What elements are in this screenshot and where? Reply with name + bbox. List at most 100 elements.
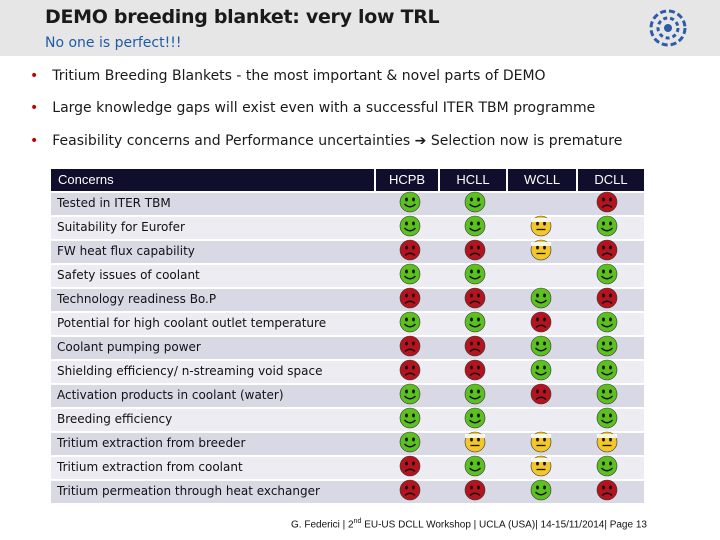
green-smiley-icon — [464, 191, 486, 213]
bullet-3: • Feasibility concerns and Performance un… — [30, 133, 622, 149]
red-smiley-icon — [464, 479, 486, 501]
concerns-label: Concerns — [58, 172, 114, 187]
green-smiley-icon — [596, 215, 618, 237]
table-row: Technology readiness Bo.P — [51, 289, 644, 312]
green-smiley-icon — [464, 455, 486, 477]
bullet-dot-icon: • — [30, 100, 39, 116]
red-smiley-icon — [596, 287, 618, 309]
slide-title: DEMO breeding blanket: very low TRL — [45, 6, 440, 28]
green-smiley-icon — [464, 263, 486, 285]
footer-prefix: G. Federici | 2 — [291, 519, 354, 531]
table-row: Tritium extraction from breeder — [51, 433, 644, 456]
footer-rest: EU-US DCLL Workshop | UCLA (USA)| 14-15/… — [361, 519, 647, 531]
red-smiley-icon — [596, 239, 618, 261]
logo-icon — [649, 9, 687, 47]
green-smiley-icon — [530, 479, 552, 501]
green-smiley-icon — [399, 263, 421, 285]
red-smiley-icon — [399, 287, 421, 309]
red-smiley-icon — [596, 479, 618, 501]
row-concern-label: Technology readiness Bo.P — [57, 292, 217, 306]
table-row: Potential for high coolant outlet temper… — [51, 313, 644, 336]
green-smiley-icon — [399, 431, 421, 453]
bullet-2-text: Large knowledge gaps will exist even wit… — [52, 100, 596, 116]
table-row: Tested in ITER TBM — [51, 193, 644, 216]
table-header-concerns: Concerns — [51, 169, 374, 191]
row-concern-label: Breeding efficiency — [57, 412, 173, 426]
table-row: Safety issues of coolant — [51, 265, 644, 288]
red-smiley-icon — [464, 359, 486, 381]
green-smiley-icon — [596, 335, 618, 357]
red-smiley-icon — [596, 191, 618, 213]
green-smiley-icon — [530, 359, 552, 381]
table-row: Suitability for Eurofer — [51, 217, 644, 240]
green-smiley-icon — [399, 383, 421, 405]
green-smiley-icon — [596, 407, 618, 429]
green-smiley-icon — [530, 287, 552, 309]
red-smiley-icon — [464, 287, 486, 309]
table-row: Breeding efficiency — [51, 409, 644, 432]
yellow-smiley-icon — [530, 431, 552, 453]
bullet-dot-icon: • — [30, 133, 39, 149]
green-smiley-icon — [464, 311, 486, 333]
green-smiley-icon — [399, 407, 421, 429]
green-smiley-icon — [530, 335, 552, 357]
row-concern-label: Tritium permeation through heat exchange… — [57, 484, 320, 498]
row-concern-label: Safety issues of coolant — [57, 268, 200, 282]
red-smiley-icon — [530, 311, 552, 333]
red-smiley-icon — [530, 383, 552, 405]
green-smiley-icon — [464, 383, 486, 405]
row-concern-label: Tested in ITER TBM — [57, 196, 171, 210]
green-smiley-icon — [596, 383, 618, 405]
yellow-smiley-icon — [530, 239, 552, 261]
row-concern-label: Tritium extraction from coolant — [57, 460, 243, 474]
yellow-smiley-icon — [530, 215, 552, 237]
green-smiley-icon — [399, 215, 421, 237]
table-row: Coolant pumping power — [51, 337, 644, 360]
red-smiley-icon — [399, 359, 421, 381]
green-smiley-icon — [399, 191, 421, 213]
row-concern-label: Activation products in coolant (water) — [57, 388, 284, 402]
row-concern-label: Shielding efficiency/ n-streaming void s… — [57, 364, 323, 378]
row-concern-label: FW heat flux capability — [57, 244, 195, 258]
green-smiley-icon — [596, 311, 618, 333]
row-concern-label: Tritium extraction from breeder — [57, 436, 246, 450]
column-hcll-label: HCLL — [456, 172, 490, 187]
bullet-3-text: Feasibility concerns and Performance unc… — [52, 133, 411, 149]
table-row: Tritium permeation through heat exchange… — [51, 481, 644, 504]
column-hcpb-label: HCPB — [388, 172, 426, 187]
table-header-hcpb: HCPB — [376, 169, 438, 191]
table-header-wcll: WCLL — [508, 169, 576, 191]
red-smiley-icon — [399, 239, 421, 261]
green-smiley-icon — [596, 455, 618, 477]
red-smiley-icon — [464, 335, 486, 357]
bullet-1: • Tritium Breeding Blankets - the most im… — [30, 68, 546, 84]
row-concern-label: Coolant pumping power — [57, 340, 201, 354]
column-wcll-label: WCLL — [523, 172, 561, 187]
table-row: FW heat flux capability — [51, 241, 644, 264]
green-smiley-icon — [464, 407, 486, 429]
yellow-smiley-icon — [464, 431, 486, 453]
row-concern-label: Suitability for Eurofer — [57, 220, 185, 234]
yellow-smiley-icon — [530, 455, 552, 477]
red-smiley-icon — [464, 239, 486, 261]
bullet-dot-icon: • — [30, 68, 39, 84]
green-smiley-icon — [596, 263, 618, 285]
footer-sup: nd — [353, 518, 362, 525]
bullet-1-text: Tritium Breeding Blankets - the most imp… — [52, 68, 546, 84]
table-header-hcll: HCLL — [440, 169, 506, 191]
red-smiley-icon — [399, 455, 421, 477]
table-row: Shielding efficiency/ n-streaming void s… — [51, 361, 644, 384]
bullet-3-conclusion: Selection now is premature — [430, 133, 623, 149]
table-row: Tritium extraction from coolant — [51, 457, 644, 480]
red-smiley-icon — [399, 479, 421, 501]
bullet-2: • Large knowledge gaps will exist even wi… — [30, 100, 595, 116]
green-smiley-icon — [464, 215, 486, 237]
table-row: Activation products in coolant (water) — [51, 385, 644, 408]
green-smiley-icon — [596, 359, 618, 381]
arrow-right-icon: ➔ — [414, 133, 427, 149]
slide-header: DEMO breeding blanket: very low TRL No o… — [0, 0, 720, 56]
slide-footer: G. Federici | 2nd EU-US DCLL Workshop | … — [291, 518, 647, 530]
slide-subtitle: No one is perfect!!! — [45, 35, 182, 51]
red-smiley-icon — [399, 335, 421, 357]
green-smiley-icon — [399, 311, 421, 333]
